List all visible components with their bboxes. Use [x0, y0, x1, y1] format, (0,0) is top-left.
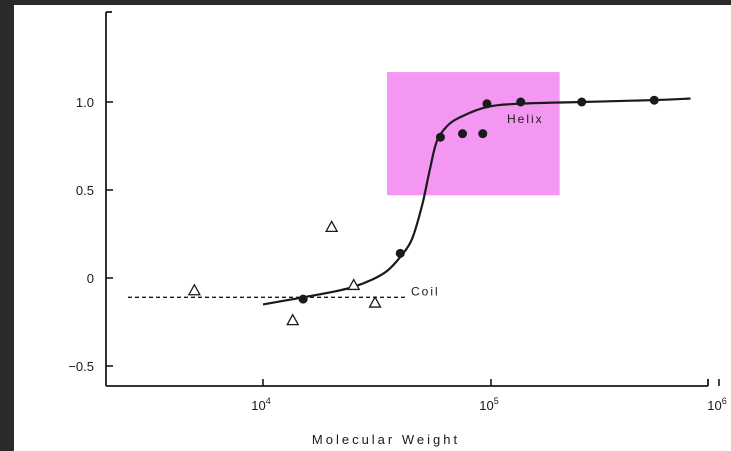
- figure-panel: [14, 5, 731, 451]
- filled-circle-point: [482, 99, 492, 109]
- filled-circle-point: [478, 129, 488, 139]
- y-tick-label: 0.5: [76, 183, 94, 198]
- open-triangle-point: [368, 295, 382, 308]
- open-triangle-point: [347, 278, 361, 291]
- filled-circle-point: [649, 95, 659, 105]
- x-tick-label: 105: [479, 396, 498, 413]
- open-triangle-point: [286, 313, 300, 326]
- filled-circle-point: [516, 97, 526, 107]
- y-tick-label: 0: [87, 271, 94, 286]
- x-axis-title: Molecular Weight: [312, 432, 460, 447]
- y-tick-label: 1.0: [76, 95, 94, 110]
- y-tick-label: −0.5: [68, 359, 94, 374]
- open-triangle-point: [325, 220, 339, 233]
- ticks: [106, 101, 720, 386]
- data-points: [187, 95, 659, 326]
- highlight-region: [387, 72, 560, 196]
- filled-circle-point: [298, 294, 308, 304]
- axes: [105, 11, 709, 387]
- filled-circle-point: [435, 132, 445, 142]
- tick-labels: 1.0 0.5 0 −0.5 104 105 106: [68, 95, 726, 413]
- filled-circle-point: [458, 129, 468, 139]
- helix-label: Helix: [507, 112, 544, 126]
- x-tick-label: 106: [707, 396, 726, 413]
- open-triangle-point: [187, 283, 201, 296]
- filled-circle-point: [577, 97, 587, 107]
- x-tick-label: 104: [251, 396, 270, 413]
- filled-circle-point: [395, 248, 405, 258]
- coil-label: Coil: [411, 284, 440, 298]
